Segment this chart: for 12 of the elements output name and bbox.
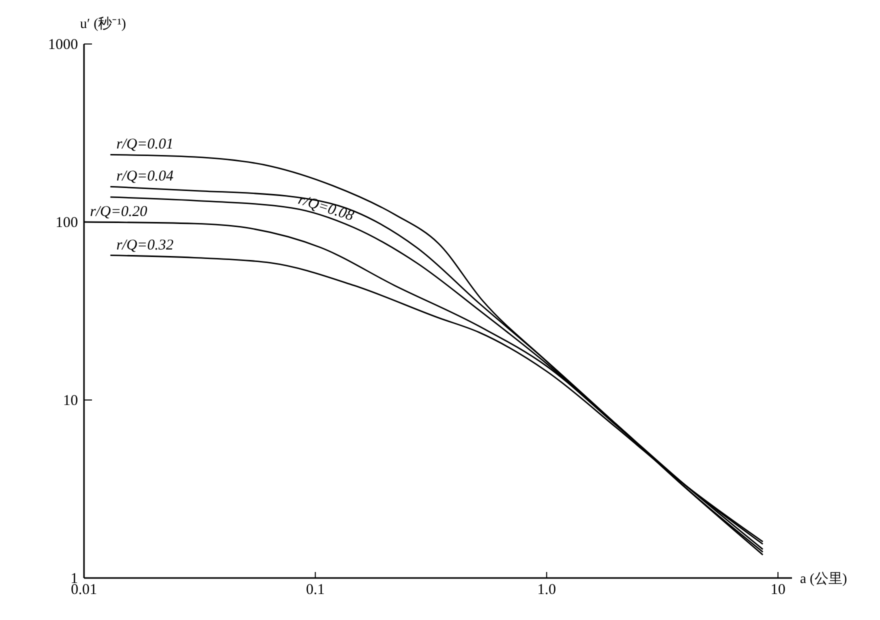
series-label: r/Q=0.32 — [116, 237, 174, 254]
y-tick-label: 10 — [63, 393, 78, 409]
y-tick-label: 1000 — [48, 37, 78, 53]
x-tick-label: 1.0 — [537, 582, 556, 598]
y-axis-title: u′ (秒⁻¹) — [80, 16, 126, 32]
series-label: r/Q=0.04 — [116, 168, 174, 185]
series-label: r/Q=0.01 — [116, 136, 174, 153]
x-tick-label: 10 — [770, 582, 786, 598]
y-tick-label: 100 — [56, 215, 78, 231]
x-axis-title: a (公里) — [800, 571, 848, 587]
series-label: r/Q=0.20 — [90, 204, 148, 220]
x-tick-label: 0.1 — [306, 582, 325, 598]
